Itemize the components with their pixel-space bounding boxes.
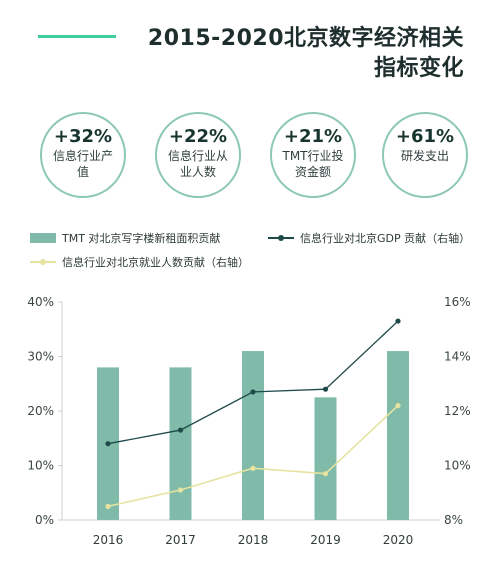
- x-axis-label-2016: 2016: [93, 533, 124, 547]
- employment-point-2016: [105, 503, 111, 509]
- employment-point-2017: [177, 487, 184, 493]
- legend-bar-swatch: [30, 233, 56, 243]
- left-axis-tick-label: 40%: [27, 295, 54, 309]
- right-axis-tick-label: 14%: [444, 350, 471, 364]
- bar-2020: [387, 351, 409, 520]
- bar-2018: [242, 351, 264, 520]
- legend-item-employment: 信息行业对北京就业人数贡献（右轴）: [30, 254, 249, 270]
- gdp-point-2018: [250, 389, 256, 395]
- legend-label: 信息行业对北京就业人数贡献（右轴）: [62, 256, 249, 269]
- legend-line-swatch: [30, 257, 56, 267]
- kpi-row: +32% 信息行业产值 +22% 信息行业从业人数 +21% TMT行业投资金额…: [40, 112, 470, 200]
- x-axis-label-2019: 2019: [310, 533, 341, 547]
- right-axis-tick-label: 10%: [444, 459, 471, 473]
- gdp-point-2016: [105, 441, 111, 447]
- employment-point-2018: [250, 465, 256, 471]
- kpi-circle-investment: +21% TMT行业投资金额: [270, 112, 356, 198]
- chart-legend: TMT 对北京写字楼新租面积贡献 信息行业对北京GDP 贡献（右轴） 信息行业对…: [0, 226, 500, 276]
- kpi-label: TMT行业投资金额: [282, 149, 344, 179]
- title-line-1: 2015-2020北京数字经济相关: [147, 26, 464, 51]
- page-title: 2015-2020北京数字经济相关 指标变化: [134, 24, 464, 84]
- right-axis-tick-label: 8%: [444, 513, 463, 527]
- right-axis-tick-label: 16%: [444, 295, 471, 309]
- left-axis-tick-label: 30%: [27, 350, 54, 364]
- bar-2019: [314, 397, 337, 520]
- gdp-point-2017: [177, 427, 184, 433]
- kpi-label: 信息行业产值: [52, 149, 113, 179]
- x-axis-label-2020: 2020: [383, 533, 414, 547]
- kpi-value: +61%: [395, 126, 455, 147]
- gdp-point-2020: [395, 318, 401, 324]
- x-axis-label-2017: 2017: [165, 533, 196, 547]
- kpi-label: 研发支出: [400, 149, 449, 163]
- kpi-value: +21%: [283, 126, 343, 147]
- left-axis-tick-label: 0%: [35, 513, 54, 527]
- left-axis-tick-label: 20%: [27, 404, 54, 418]
- legend-label: TMT 对北京写字楼新租面积贡献: [62, 232, 221, 245]
- employment-point-2019: [322, 471, 329, 477]
- kpi-label: 信息行业从业人数: [167, 149, 228, 179]
- kpi-value: +22%: [168, 126, 228, 147]
- left-axis-tick-label: 10%: [27, 459, 54, 473]
- employment-point-2020: [395, 402, 401, 409]
- legend-item-gdp: 信息行业对北京GDP 贡献（右轴）: [268, 230, 470, 246]
- kpi-circle-employees: +22% 信息行业从业人数: [155, 112, 241, 198]
- kpi-circle-output: +32% 信息行业产值: [40, 112, 126, 198]
- bar-2017: [169, 367, 192, 520]
- accent-line: [38, 35, 116, 38]
- title-line-2: 指标变化: [373, 56, 464, 81]
- right-axis-tick-label: 12%: [444, 404, 471, 418]
- legend-label: 信息行业对北京GDP 贡献（右轴）: [300, 232, 471, 245]
- gdp-point-2019: [322, 386, 329, 392]
- x-axis-label-2018: 2018: [238, 533, 269, 547]
- legend-line-swatch: [268, 233, 294, 243]
- kpi-value: +32%: [53, 126, 113, 147]
- legend-item-bar: TMT 对北京写字楼新租面积贡献: [30, 230, 220, 246]
- kpi-circle-rnd: +61% 研发支出: [382, 112, 468, 198]
